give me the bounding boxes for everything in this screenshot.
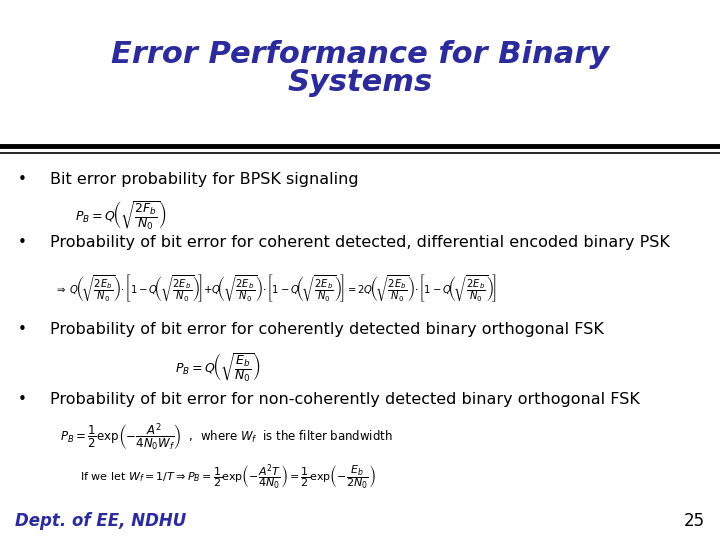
Text: $\Rightarrow\; Q\!\left(\!\sqrt{\dfrac{2E_b}{N_0}}\right)\!\cdot\!\left[1-Q\!\le: $\Rightarrow\; Q\!\left(\!\sqrt{\dfrac{2… bbox=[55, 272, 497, 303]
Text: •: • bbox=[18, 392, 27, 407]
Text: •: • bbox=[18, 235, 27, 250]
Text: $P_B = \dfrac{1}{2}\exp\!\left(-\dfrac{A^2}{4N_0 W_f}\right)$  ,  where $W_f$  i: $P_B = \dfrac{1}{2}\exp\!\left(-\dfrac{A… bbox=[60, 422, 393, 454]
Text: Probability of bit error for coherently detected binary orthogonal FSK: Probability of bit error for coherently … bbox=[50, 322, 604, 337]
Text: Systems: Systems bbox=[287, 68, 433, 97]
Text: •: • bbox=[18, 322, 27, 337]
Text: Probability of bit error for non-coherently detected binary orthogonal FSK: Probability of bit error for non-coheren… bbox=[50, 392, 640, 407]
Text: Dept. of EE, NDHU: Dept. of EE, NDHU bbox=[15, 512, 186, 530]
Text: •: • bbox=[18, 172, 27, 187]
Text: $P_B = Q\!\left(\sqrt{\dfrac{2F_b}{N_0}}\right)$: $P_B = Q\!\left(\sqrt{\dfrac{2F_b}{N_0}}… bbox=[75, 200, 167, 233]
Text: $P_B = Q\!\left(\sqrt{\dfrac{E_b}{N_0}}\right)$: $P_B = Q\!\left(\sqrt{\dfrac{E_b}{N_0}}\… bbox=[175, 352, 261, 385]
Text: Probability of bit error for coherent detected, differential encoded binary PSK: Probability of bit error for coherent de… bbox=[50, 235, 670, 250]
Text: If we let $W_f = 1/T \Rightarrow P_B = \dfrac{1}{2}\exp\!\left(-\dfrac{A^2T}{4N_: If we let $W_f = 1/T \Rightarrow P_B = \… bbox=[80, 462, 376, 492]
Text: Error Performance for Binary: Error Performance for Binary bbox=[111, 40, 609, 69]
Text: Bit error probability for BPSK signaling: Bit error probability for BPSK signaling bbox=[50, 172, 359, 187]
Text: 25: 25 bbox=[684, 512, 705, 530]
